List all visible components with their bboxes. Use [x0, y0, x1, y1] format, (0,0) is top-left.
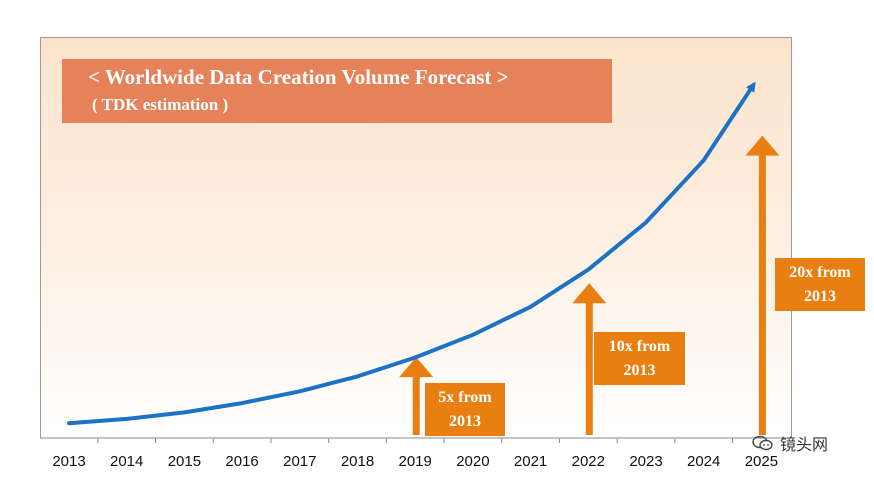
- arrow-shaft: [585, 302, 593, 435]
- arrow-shaft: [758, 154, 766, 435]
- annotation-arrow: [399, 357, 434, 435]
- annotation-line1: 20x from: [789, 263, 851, 281]
- chat-bubble-icon: [752, 435, 774, 451]
- annotation-arrow: [572, 283, 607, 435]
- arrow-head: [399, 357, 434, 378]
- chart-subtitle: ( TDK estimation ): [92, 95, 229, 114]
- x-tick-label: 2023: [629, 453, 663, 470]
- x-tick-label: 2019: [398, 453, 432, 470]
- arrow-head: [745, 135, 780, 156]
- x-tick-label: 2022: [571, 453, 605, 470]
- annotation-box-2022: 10x from 2013: [594, 332, 685, 385]
- x-tick-label: 2016: [225, 453, 259, 470]
- annotation-line1: 5x from: [438, 388, 492, 406]
- arrow-head: [572, 283, 607, 304]
- x-tick-label: 2015: [167, 453, 202, 470]
- annotation-arrow: [745, 135, 780, 435]
- watermark: 镜头网: [752, 431, 828, 455]
- x-tick-label: 2025: [744, 453, 779, 470]
- chart-title: < Worldwide Data Creation Volume Forecas…: [88, 65, 509, 89]
- annotation-line2: 2013: [623, 361, 656, 379]
- annotation-line2: 2013: [804, 287, 836, 305]
- annotation-line1: 10x from: [608, 337, 671, 355]
- x-tick-label: 2020: [456, 453, 490, 470]
- x-tick-label: 2014: [110, 453, 144, 470]
- x-tick-label: 2024: [687, 453, 721, 470]
- arrow-shaft: [412, 376, 420, 435]
- watermark-text: 镜头网: [780, 435, 829, 454]
- annotation-line2: 2013: [449, 412, 481, 430]
- x-tick-label: 2013: [52, 453, 86, 470]
- x-tick-label: 2021: [513, 453, 548, 470]
- annotation-box-2019: 5x from 2013: [425, 383, 505, 436]
- annotation-box-2025: 20x from 2013: [775, 258, 865, 311]
- x-tick-label: 2017: [283, 453, 317, 470]
- title-box: < Worldwide Data Creation Volume Forecas…: [62, 59, 612, 123]
- x-tick-label: 2018: [340, 453, 375, 470]
